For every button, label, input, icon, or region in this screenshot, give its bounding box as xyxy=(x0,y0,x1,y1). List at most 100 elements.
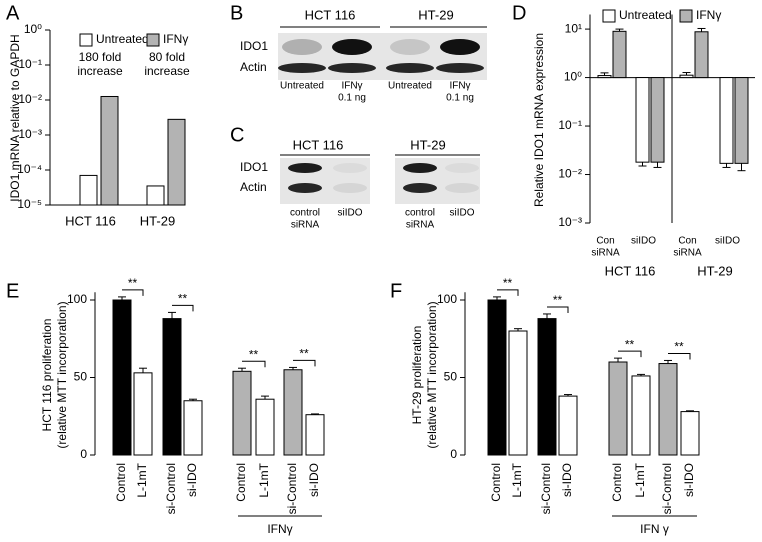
panel-letter: F xyxy=(390,280,402,302)
significance-bracket xyxy=(547,306,569,313)
x-tick-label: Control xyxy=(489,463,503,502)
x-tick-label: siRNA xyxy=(673,248,702,259)
bar xyxy=(631,375,651,456)
blot-band xyxy=(403,183,437,193)
y-axis-label: Relative IDO1 mRNA expression xyxy=(532,33,546,207)
x-tick-label: Con xyxy=(678,236,696,247)
significance-label: ** xyxy=(553,293,563,307)
significance-bracket xyxy=(668,352,691,360)
y-tick-label: 100 xyxy=(437,292,457,306)
blot-band xyxy=(282,39,322,55)
blot-lane-label: 0.1 ng xyxy=(338,93,366,104)
blot-lane-label: IFNγ xyxy=(449,81,470,92)
x-tick-label: siRNA xyxy=(591,248,620,259)
y-tick-label: 10⁻² xyxy=(18,92,42,106)
group-label: IFN γ xyxy=(640,522,669,536)
bar xyxy=(608,361,628,456)
y-tick-label: 10⁻¹ xyxy=(18,57,42,71)
y-axis-label: HCT 116 proliferation xyxy=(40,319,54,432)
bar xyxy=(100,95,119,206)
bar xyxy=(680,411,700,456)
x-tick-label: HT-29 xyxy=(140,213,175,228)
significance-bracket xyxy=(172,304,194,312)
blot-lane-label: siIDO xyxy=(338,208,363,219)
y-tick-label: 10¹ xyxy=(565,21,582,35)
blot-lane-label: control xyxy=(290,208,320,219)
blot-lane-label: IFNγ xyxy=(341,81,362,92)
significance-label: ** xyxy=(128,276,138,290)
blot-band xyxy=(328,63,376,73)
significance-label: ** xyxy=(299,347,309,361)
bar xyxy=(635,77,650,163)
blot-lane-label: control xyxy=(405,208,435,219)
x-tick-label: si-Control xyxy=(164,463,178,514)
panel-letter: E xyxy=(6,280,19,302)
blot-band xyxy=(445,183,479,193)
bar xyxy=(650,77,665,163)
bar xyxy=(162,318,182,456)
bar xyxy=(146,185,165,206)
x-tick-label: L-1mT xyxy=(633,462,647,497)
group-label: IFNγ xyxy=(267,522,292,536)
bar xyxy=(658,363,678,456)
blot-lane-label: Untreated xyxy=(280,81,324,92)
bar xyxy=(719,77,734,164)
y-tick-label: 10⁻² xyxy=(558,167,582,181)
x-tick-label: si-IDO xyxy=(560,463,574,497)
x-tick-label: si-Control xyxy=(660,463,674,514)
blot-band xyxy=(436,63,484,73)
x-tick-label: Con xyxy=(596,236,614,247)
bar xyxy=(597,75,612,79)
blot-group-label: HCT 116 xyxy=(293,137,344,152)
panel-letter: C xyxy=(230,124,244,146)
legend-swatch xyxy=(679,9,693,23)
x-tick-label: siIDO xyxy=(631,236,656,247)
blot-group-label: HT-29 xyxy=(410,137,445,152)
y-axis-label: IDO1 mRNA relative to GAPDH xyxy=(8,34,22,201)
bar xyxy=(508,330,528,456)
bar xyxy=(537,318,557,456)
y-tick-label: 10⁻⁵ xyxy=(17,197,42,211)
y-tick-label: 10⁻¹ xyxy=(558,118,582,132)
x-tick-label: si-Control xyxy=(285,463,299,514)
blot-band xyxy=(445,163,479,173)
bar xyxy=(183,400,203,456)
x-tick-label: si-IDO xyxy=(682,463,696,497)
y-axis-label: HT-29 proliferation xyxy=(410,326,424,425)
blot-group-label: HCT 116 xyxy=(305,7,356,22)
blot-lane-label: 0.1 ng xyxy=(446,93,474,104)
bar xyxy=(679,74,694,79)
legend-label: Untreated xyxy=(96,32,149,46)
group-label: HCT 116 xyxy=(605,263,656,278)
significance-bracket xyxy=(122,289,144,296)
x-tick-label: L-1mT xyxy=(135,462,149,497)
x-tick-label: si-IDO xyxy=(185,463,199,497)
significance-bracket xyxy=(242,360,266,368)
blot-row-label: IDO1 xyxy=(240,39,268,53)
bar xyxy=(232,370,252,456)
blot-row-label: Actin xyxy=(240,60,267,74)
blot-band xyxy=(386,63,434,73)
blot-lane-label: siRNA xyxy=(406,220,435,231)
blot-band xyxy=(288,163,322,173)
y-tick-label: 100 xyxy=(67,292,87,306)
significance-bracket xyxy=(497,289,519,296)
x-tick-label: Control xyxy=(234,463,248,502)
blot-band xyxy=(333,183,367,193)
blot-band xyxy=(403,163,437,173)
x-tick-label: HCT 116 xyxy=(65,213,116,228)
panel-letter: A xyxy=(6,2,20,24)
y-tick-label: 50 xyxy=(74,370,88,384)
bar xyxy=(133,372,153,456)
significance-label: ** xyxy=(178,292,188,306)
legend-swatch xyxy=(602,9,616,23)
significance-label: ** xyxy=(249,347,259,361)
y-tick-label: 0 xyxy=(80,447,87,461)
y-tick-label: 0 xyxy=(450,447,457,461)
blot-band xyxy=(390,39,430,55)
annotation: increase xyxy=(144,64,190,78)
y-axis-label: (relative MTT incorporation) xyxy=(55,301,69,448)
annotation: 80 fold xyxy=(149,50,185,64)
bar xyxy=(112,299,132,456)
